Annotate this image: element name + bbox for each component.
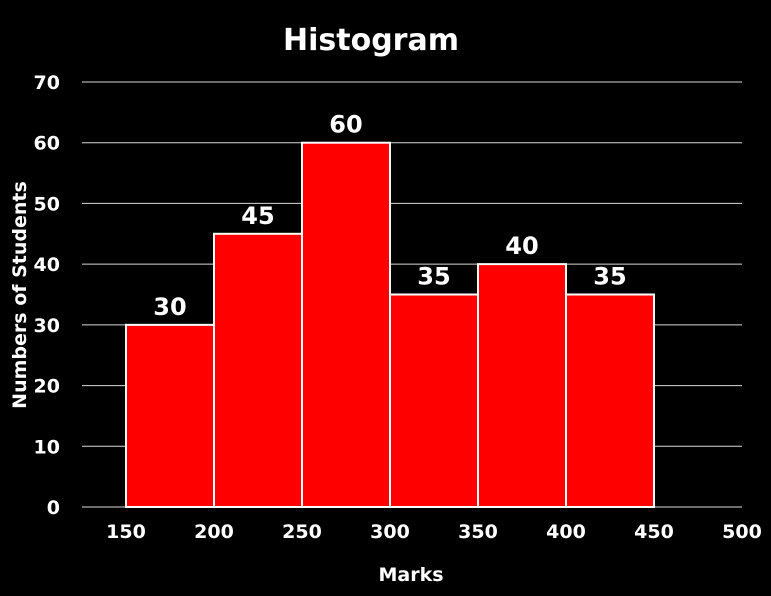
y-tick-label: 30 <box>34 315 60 337</box>
x-axis-label: Marks <box>378 564 443 586</box>
bar-data-label: 30 <box>153 293 186 321</box>
x-tick-label: 400 <box>546 521 586 543</box>
bar-data-label: 45 <box>241 202 274 230</box>
y-tick-label: 70 <box>34 72 60 94</box>
x-tick-label: 200 <box>194 521 234 543</box>
y-tick-label: 0 <box>47 497 60 519</box>
y-tick-label: 20 <box>34 376 60 398</box>
x-tick-label: 350 <box>458 521 498 543</box>
y-tick-labels: 0 10 20 30 40 50 60 70 <box>34 72 60 519</box>
x-tick-label: 250 <box>282 521 322 543</box>
y-tick-label: 60 <box>34 133 60 155</box>
histogram-bar <box>213 232 303 509</box>
bar-data-label: 35 <box>593 263 626 291</box>
data-labels: 30 45 60 35 40 35 <box>153 111 626 321</box>
x-tick-label: 450 <box>634 521 674 543</box>
bar-data-label: 40 <box>505 232 538 260</box>
chart-title: Histogram <box>283 23 459 58</box>
bar-data-label: 60 <box>329 111 362 139</box>
histogram-bar <box>125 323 215 508</box>
y-tick-label: 40 <box>34 254 60 276</box>
bars <box>125 141 655 509</box>
x-tick-label: 300 <box>370 521 410 543</box>
y-tick-label: 50 <box>34 193 60 215</box>
bar-data-label: 35 <box>417 263 450 291</box>
x-tick-label: 150 <box>106 521 146 543</box>
histogram-bar <box>389 293 479 508</box>
y-tick-label: 10 <box>34 436 60 458</box>
y-axis-label: Numbers of Students <box>9 181 31 409</box>
x-tick-labels: 150 200 250 300 350 400 450 500 <box>106 521 762 543</box>
histogram-bar <box>477 263 567 508</box>
x-tick-label: 500 <box>722 521 762 543</box>
histogram-bar <box>301 141 391 508</box>
histogram-bar <box>565 293 655 508</box>
